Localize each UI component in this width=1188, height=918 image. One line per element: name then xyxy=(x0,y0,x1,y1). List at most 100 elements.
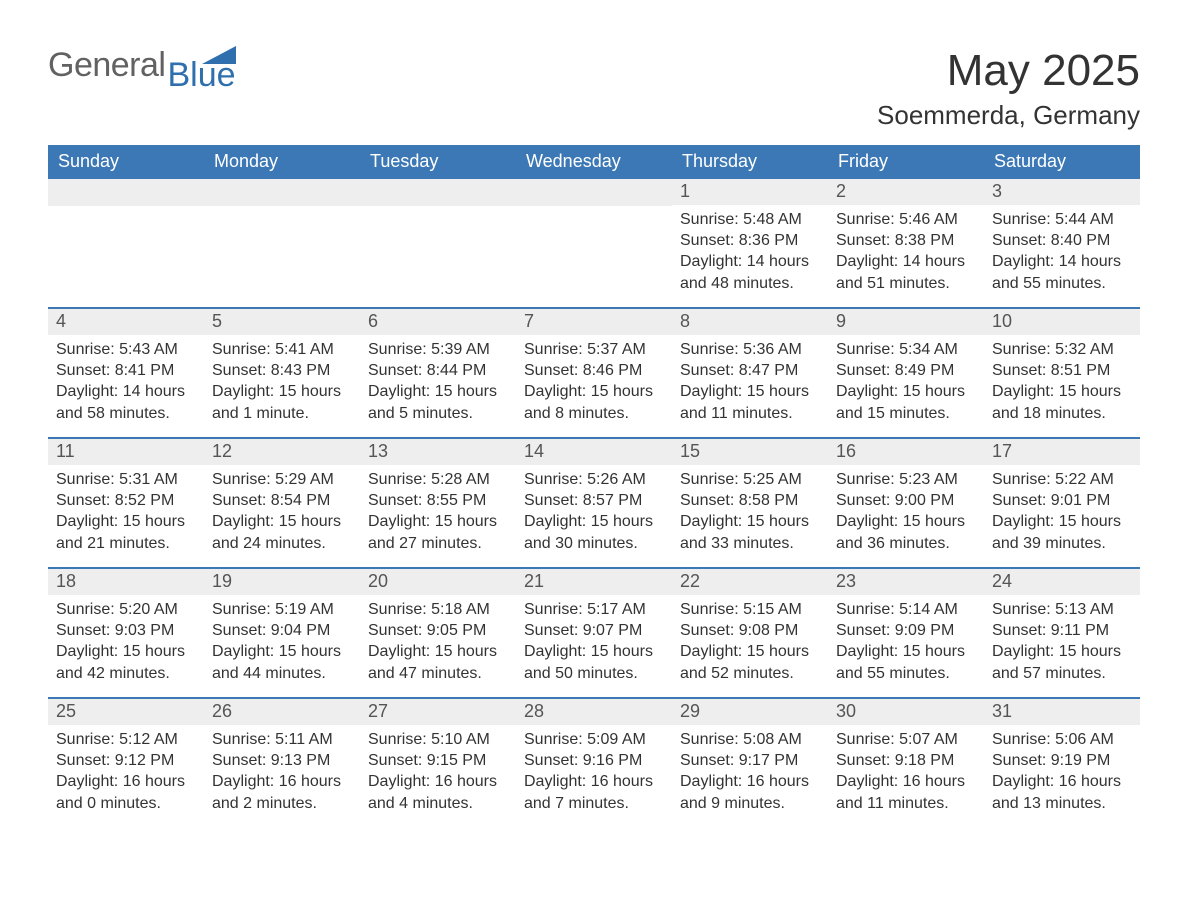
day-number: 22 xyxy=(672,569,828,595)
daylight-line: Daylight: 15 hours and 33 minutes. xyxy=(680,511,820,553)
day-number: 17 xyxy=(984,439,1140,465)
day-number: 16 xyxy=(828,439,984,465)
sunset-line: Sunset: 8:47 PM xyxy=(680,360,820,381)
sunset-line: Sunset: 9:15 PM xyxy=(368,750,508,771)
day-body: Sunrise: 5:17 AMSunset: 9:07 PMDaylight:… xyxy=(516,595,672,683)
sunset-line: Sunset: 9:19 PM xyxy=(992,750,1132,771)
day-number: 29 xyxy=(672,699,828,725)
day-body: Sunrise: 5:48 AMSunset: 8:36 PMDaylight:… xyxy=(672,205,828,293)
day-cell xyxy=(516,179,672,307)
day-number: 15 xyxy=(672,439,828,465)
sunset-line: Sunset: 8:46 PM xyxy=(524,360,664,381)
sunset-line: Sunset: 8:38 PM xyxy=(836,230,976,251)
week-row: 1Sunrise: 5:48 AMSunset: 8:36 PMDaylight… xyxy=(48,179,1140,307)
day-cell: 3Sunrise: 5:44 AMSunset: 8:40 PMDaylight… xyxy=(984,179,1140,307)
day-body: Sunrise: 5:08 AMSunset: 9:17 PMDaylight:… xyxy=(672,725,828,813)
day-number: 9 xyxy=(828,309,984,335)
week-row: 4Sunrise: 5:43 AMSunset: 8:41 PMDaylight… xyxy=(48,307,1140,437)
day-number: 2 xyxy=(828,179,984,205)
sunset-line: Sunset: 8:49 PM xyxy=(836,360,976,381)
day-number: 4 xyxy=(48,309,204,335)
day-body: Sunrise: 5:13 AMSunset: 9:11 PMDaylight:… xyxy=(984,595,1140,683)
day-number: 28 xyxy=(516,699,672,725)
day-number: 6 xyxy=(360,309,516,335)
day-cell: 31Sunrise: 5:06 AMSunset: 9:19 PMDayligh… xyxy=(984,699,1140,827)
day-body: Sunrise: 5:37 AMSunset: 8:46 PMDaylight:… xyxy=(516,335,672,423)
day-number: 11 xyxy=(48,439,204,465)
daylight-line: Daylight: 14 hours and 58 minutes. xyxy=(56,381,196,423)
day-cell: 25Sunrise: 5:12 AMSunset: 9:12 PMDayligh… xyxy=(48,699,204,827)
day-number-empty xyxy=(516,179,672,206)
sunrise-line: Sunrise: 5:28 AM xyxy=(368,469,508,490)
day-cell: 20Sunrise: 5:18 AMSunset: 9:05 PMDayligh… xyxy=(360,569,516,697)
day-body: Sunrise: 5:23 AMSunset: 9:00 PMDaylight:… xyxy=(828,465,984,553)
day-number-empty xyxy=(48,179,204,206)
sunset-line: Sunset: 9:17 PM xyxy=(680,750,820,771)
brand-logo: General Blue xyxy=(48,48,236,91)
sunrise-line: Sunrise: 5:17 AM xyxy=(524,599,664,620)
sunrise-line: Sunrise: 5:36 AM xyxy=(680,339,820,360)
sunrise-line: Sunrise: 5:10 AM xyxy=(368,729,508,750)
daylight-line: Daylight: 16 hours and 13 minutes. xyxy=(992,771,1132,813)
day-body: Sunrise: 5:36 AMSunset: 8:47 PMDaylight:… xyxy=(672,335,828,423)
sunrise-line: Sunrise: 5:22 AM xyxy=(992,469,1132,490)
sunrise-line: Sunrise: 5:41 AM xyxy=(212,339,352,360)
daylight-line: Daylight: 15 hours and 57 minutes. xyxy=(992,641,1132,683)
sunrise-line: Sunrise: 5:23 AM xyxy=(836,469,976,490)
daylight-line: Daylight: 15 hours and 52 minutes. xyxy=(680,641,820,683)
day-number: 10 xyxy=(984,309,1140,335)
day-number: 14 xyxy=(516,439,672,465)
day-body: Sunrise: 5:12 AMSunset: 9:12 PMDaylight:… xyxy=(48,725,204,813)
dow-cell: Sunday xyxy=(48,145,204,179)
day-number: 1 xyxy=(672,179,828,205)
sunrise-line: Sunrise: 5:07 AM xyxy=(836,729,976,750)
daylight-line: Daylight: 14 hours and 51 minutes. xyxy=(836,251,976,293)
day-number: 20 xyxy=(360,569,516,595)
calendar-page: General Blue May 2025 Soemmerda, Germany… xyxy=(0,0,1188,827)
day-cell: 26Sunrise: 5:11 AMSunset: 9:13 PMDayligh… xyxy=(204,699,360,827)
day-body: Sunrise: 5:11 AMSunset: 9:13 PMDaylight:… xyxy=(204,725,360,813)
daylight-line: Daylight: 15 hours and 5 minutes. xyxy=(368,381,508,423)
day-body: Sunrise: 5:31 AMSunset: 8:52 PMDaylight:… xyxy=(48,465,204,553)
day-body: Sunrise: 5:10 AMSunset: 9:15 PMDaylight:… xyxy=(360,725,516,813)
day-body: Sunrise: 5:39 AMSunset: 8:44 PMDaylight:… xyxy=(360,335,516,423)
daylight-line: Daylight: 15 hours and 44 minutes. xyxy=(212,641,352,683)
sunset-line: Sunset: 8:55 PM xyxy=(368,490,508,511)
day-body: Sunrise: 5:06 AMSunset: 9:19 PMDaylight:… xyxy=(984,725,1140,813)
sunrise-line: Sunrise: 5:26 AM xyxy=(524,469,664,490)
day-of-week-header-row: SundayMondayTuesdayWednesdayThursdayFrid… xyxy=(48,145,1140,179)
dow-cell: Saturday xyxy=(984,145,1140,179)
day-body: Sunrise: 5:29 AMSunset: 8:54 PMDaylight:… xyxy=(204,465,360,553)
daylight-line: Daylight: 15 hours and 8 minutes. xyxy=(524,381,664,423)
day-body: Sunrise: 5:34 AMSunset: 8:49 PMDaylight:… xyxy=(828,335,984,423)
day-cell: 29Sunrise: 5:08 AMSunset: 9:17 PMDayligh… xyxy=(672,699,828,827)
day-cell: 6Sunrise: 5:39 AMSunset: 8:44 PMDaylight… xyxy=(360,309,516,437)
sunset-line: Sunset: 8:40 PM xyxy=(992,230,1132,251)
daylight-line: Daylight: 15 hours and 1 minute. xyxy=(212,381,352,423)
brand-word-2-wrap: Blue xyxy=(167,46,235,91)
day-cell: 28Sunrise: 5:09 AMSunset: 9:16 PMDayligh… xyxy=(516,699,672,827)
daylight-line: Daylight: 15 hours and 39 minutes. xyxy=(992,511,1132,553)
dow-cell: Friday xyxy=(828,145,984,179)
day-body: Sunrise: 5:07 AMSunset: 9:18 PMDaylight:… xyxy=(828,725,984,813)
day-cell: 30Sunrise: 5:07 AMSunset: 9:18 PMDayligh… xyxy=(828,699,984,827)
sunrise-line: Sunrise: 5:32 AM xyxy=(992,339,1132,360)
sunset-line: Sunset: 8:54 PM xyxy=(212,490,352,511)
sunset-line: Sunset: 8:43 PM xyxy=(212,360,352,381)
day-number: 3 xyxy=(984,179,1140,205)
sunrise-line: Sunrise: 5:20 AM xyxy=(56,599,196,620)
day-cell xyxy=(360,179,516,307)
day-number: 27 xyxy=(360,699,516,725)
dow-cell: Tuesday xyxy=(360,145,516,179)
daylight-line: Daylight: 15 hours and 55 minutes. xyxy=(836,641,976,683)
day-cell: 9Sunrise: 5:34 AMSunset: 8:49 PMDaylight… xyxy=(828,309,984,437)
sunrise-line: Sunrise: 5:44 AM xyxy=(992,209,1132,230)
brand-word-1: General xyxy=(48,48,165,82)
day-cell: 5Sunrise: 5:41 AMSunset: 8:43 PMDaylight… xyxy=(204,309,360,437)
day-cell: 1Sunrise: 5:48 AMSunset: 8:36 PMDaylight… xyxy=(672,179,828,307)
daylight-line: Daylight: 15 hours and 11 minutes. xyxy=(680,381,820,423)
sunset-line: Sunset: 9:13 PM xyxy=(212,750,352,771)
sunset-line: Sunset: 8:41 PM xyxy=(56,360,196,381)
week-row: 18Sunrise: 5:20 AMSunset: 9:03 PMDayligh… xyxy=(48,567,1140,697)
day-cell: 15Sunrise: 5:25 AMSunset: 8:58 PMDayligh… xyxy=(672,439,828,567)
